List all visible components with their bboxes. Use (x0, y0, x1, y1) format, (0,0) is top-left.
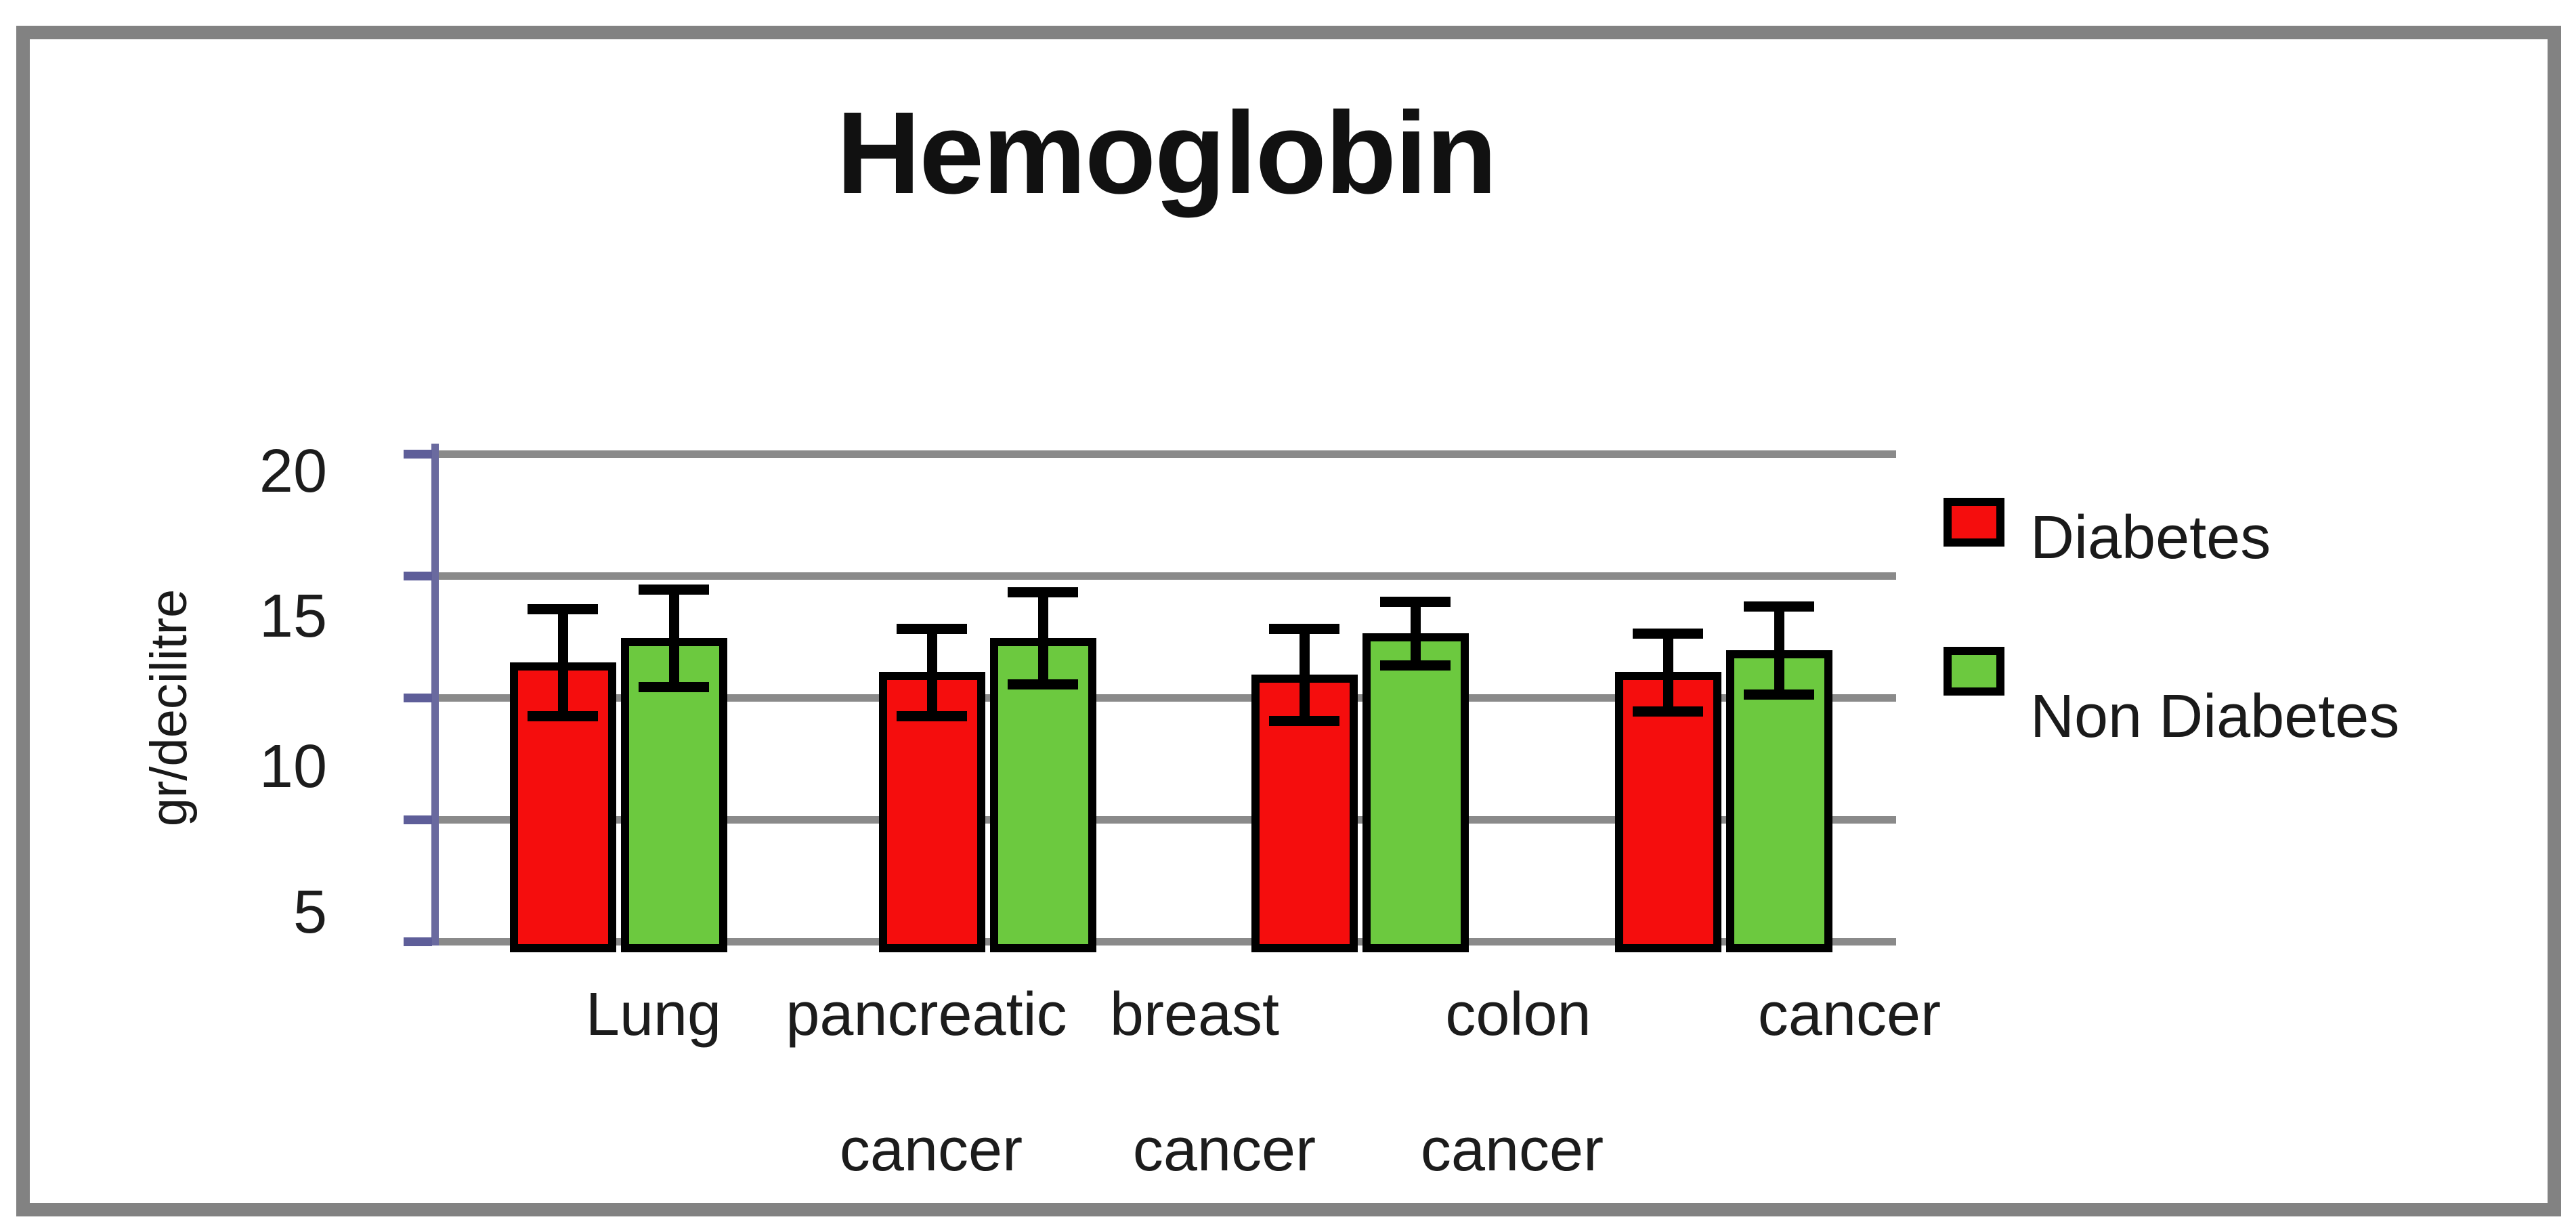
figure-border (16, 26, 2561, 1216)
error-bar-cap-top-non-diabetes-1 (1008, 587, 1078, 597)
legend-swatch-diabetes (1944, 498, 2004, 547)
error-bar-line-diabetes-2 (1300, 628, 1310, 721)
error-bar-line-diabetes-0 (558, 608, 568, 717)
error-bar-cap-top-diabetes-1 (897, 623, 967, 634)
x-axis-label-row1-1: pancreatic (786, 981, 1067, 1048)
bar-diabetes-3 (1615, 672, 1721, 952)
error-bar-cap-top-non-diabetes-0 (639, 585, 709, 595)
gridline-15 (439, 572, 1896, 580)
x-axis-label-row2-1: cancer (1132, 1116, 1316, 1184)
error-bar-cap-bottom-non-diabetes-2 (1380, 660, 1451, 671)
chart-title: Hemoglobin (836, 88, 1497, 218)
error-bar-line-non-diabetes-0 (669, 589, 679, 687)
y-tick-mark-3 (404, 815, 432, 824)
legend-swatch-non-diabetes (1944, 647, 2004, 696)
x-axis-label-row1-4: cancer (1757, 981, 1941, 1048)
x-axis-label-row1-2: breast (1109, 981, 1280, 1048)
error-bar-cap-bottom-diabetes-0 (528, 711, 598, 722)
error-bar-cap-top-diabetes-2 (1269, 623, 1339, 634)
gridline-5 (439, 816, 1896, 824)
error-bar-cap-bottom-non-diabetes-3 (1744, 689, 1814, 700)
error-bar-cap-bottom-non-diabetes-0 (639, 682, 709, 692)
bar-non-diabetes-1 (990, 638, 1096, 952)
error-bar-cap-top-non-diabetes-3 (1744, 601, 1814, 612)
y-tick-mark-0 (404, 450, 432, 459)
gridline-0 (439, 938, 1896, 946)
y-axis-title: gr/decilitre (140, 589, 198, 827)
error-bar-cap-top-non-diabetes-2 (1380, 597, 1451, 607)
error-bar-line-non-diabetes-3 (1774, 606, 1784, 694)
y-tick-label-20: 20 (259, 438, 327, 505)
bar-diabetes-0 (510, 662, 616, 952)
bar-non-diabetes-3 (1726, 650, 1832, 952)
y-tick-label-10: 10 (259, 733, 327, 801)
gridline-10 (439, 694, 1896, 702)
error-bar-line-non-diabetes-2 (1411, 601, 1421, 665)
y-tick-label-15: 15 (259, 582, 327, 650)
error-bar-line-diabetes-1 (927, 628, 937, 717)
error-bar-line-non-diabetes-1 (1038, 591, 1048, 685)
legend-label-non-diabetes: Non Diabetes (2030, 683, 2400, 750)
error-bar-line-diabetes-3 (1663, 633, 1673, 711)
y-tick-mark-1 (404, 572, 432, 580)
y-tick-mark-2 (404, 694, 432, 702)
gridline-20 (439, 450, 1896, 458)
y-tick-label-5: 5 (293, 878, 327, 946)
bar-non-diabetes-2 (1362, 633, 1469, 952)
error-bar-cap-bottom-diabetes-3 (1633, 706, 1703, 717)
error-bar-cap-bottom-non-diabetes-1 (1008, 679, 1078, 690)
x-axis-label-row1-0: Lung (585, 981, 722, 1048)
error-bar-cap-bottom-diabetes-2 (1269, 716, 1339, 727)
legend-label-diabetes: Diabetes (2030, 504, 2271, 572)
y-tick-mark-4 (404, 937, 432, 946)
x-axis-label-row2-0: cancer (839, 1116, 1023, 1184)
error-bar-cap-top-diabetes-3 (1633, 628, 1703, 639)
y-axis-line (431, 444, 439, 946)
x-axis-label-row2-2: cancer (1420, 1116, 1604, 1184)
x-axis-label-row1-3: colon (1445, 981, 1591, 1048)
error-bar-cap-top-diabetes-0 (528, 603, 598, 614)
error-bar-cap-bottom-diabetes-1 (897, 711, 967, 722)
